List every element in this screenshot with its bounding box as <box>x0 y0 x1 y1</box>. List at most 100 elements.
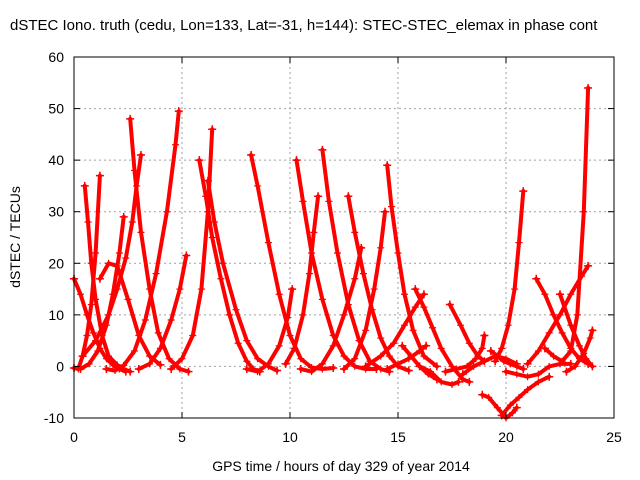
data-point-marker <box>325 197 333 205</box>
data-point-marker <box>254 355 262 363</box>
data-point-marker <box>226 311 234 319</box>
endpoint-marker <box>247 150 256 159</box>
y-tick-label: 50 <box>48 101 64 117</box>
data-point-marker <box>470 362 478 370</box>
y-tick-label: 20 <box>48 255 64 271</box>
data-point-marker <box>377 352 385 360</box>
endpoint-marker <box>318 145 327 154</box>
data-point-marker <box>377 365 385 373</box>
endpoint-marker <box>445 300 454 309</box>
data-point-marker <box>524 386 532 394</box>
endpoint-marker <box>95 171 104 180</box>
data-point-marker <box>176 365 184 373</box>
series-line <box>128 116 191 374</box>
data-point-marker <box>571 362 579 370</box>
endpoint-marker <box>398 341 407 350</box>
series-arc-06 <box>126 114 193 376</box>
endpoint-marker <box>344 192 353 201</box>
y-tick-label: -10 <box>44 410 64 426</box>
endpoint-marker <box>556 290 564 299</box>
y-axis-label: dSTEC / TECUs <box>7 186 23 288</box>
data-point-marker <box>474 352 482 360</box>
data-point-marker <box>264 239 272 247</box>
endpoint-marker <box>512 403 521 412</box>
series-line <box>283 194 321 366</box>
data-point-marker <box>152 270 160 278</box>
data-point-marker <box>178 355 186 363</box>
endpoint-marker <box>404 366 413 375</box>
series-line <box>385 163 439 369</box>
data-point-marker <box>578 272 586 280</box>
endpoint-marker <box>134 365 143 374</box>
data-point-marker <box>500 357 508 365</box>
endpoint-marker <box>329 363 338 372</box>
data-point-marker <box>299 197 307 205</box>
endpoint-marker <box>156 360 165 369</box>
x-tick-label: 20 <box>498 429 514 445</box>
series-arc-12 <box>203 176 282 375</box>
data-point-marker <box>478 344 486 352</box>
data-point-marker <box>545 362 553 370</box>
data-point-marker <box>485 393 493 401</box>
series-arc-10 <box>195 156 264 376</box>
endpoint-marker <box>419 290 428 299</box>
endpoint-marker <box>519 365 528 374</box>
data-point-marker <box>204 208 212 216</box>
series-arc-07 <box>95 259 165 369</box>
endpoint-marker <box>76 365 85 374</box>
data-point-marker <box>189 331 197 339</box>
endpoint-marker <box>273 366 282 375</box>
data-point-marker <box>318 360 326 368</box>
series-arc-08 <box>102 107 183 375</box>
series-line <box>499 374 552 418</box>
data-point-marker <box>176 285 184 293</box>
endpoint-marker <box>411 285 420 294</box>
data-point-marker <box>92 337 100 345</box>
data-point-marker <box>290 344 298 352</box>
endpoint-marker <box>78 352 87 361</box>
data-point-marker <box>416 347 424 355</box>
data-point-marker <box>243 357 251 365</box>
data-point-marker <box>92 249 100 257</box>
y-tick-label: 10 <box>48 307 64 323</box>
data-point-marker <box>254 182 262 190</box>
data-point-marker <box>115 249 123 257</box>
series-line <box>460 354 519 377</box>
endpoint-marker <box>182 251 191 260</box>
data-point-marker <box>208 234 216 241</box>
data-point-marker <box>172 141 180 149</box>
data-point-marker <box>83 331 91 339</box>
endpoint-marker <box>126 114 135 123</box>
endpoint-marker <box>292 156 301 165</box>
data-point-marker <box>351 275 359 283</box>
data-point-marker <box>567 347 575 355</box>
data-point-marker <box>506 360 514 368</box>
data-point-marker <box>89 329 97 337</box>
series-line <box>363 292 426 369</box>
data-point-marker <box>219 259 227 267</box>
data-point-marker <box>154 329 162 337</box>
data-point-marker <box>550 311 558 319</box>
data-point-marker <box>506 401 514 409</box>
series-line <box>542 85 591 364</box>
x-axis-label: GPS time / hours of day 329 of year 2014 <box>212 458 470 474</box>
endpoint-marker <box>383 365 392 374</box>
series-line <box>169 127 215 371</box>
series-line <box>493 189 526 364</box>
data-point-marker <box>232 306 240 314</box>
data-point-marker <box>558 357 566 365</box>
data-point-marker <box>567 290 575 298</box>
data-point-marker <box>128 218 136 226</box>
endpoint-marker <box>432 362 441 371</box>
data-point-marker <box>197 285 205 293</box>
data-point-marker <box>377 334 385 342</box>
y-tick-label: 0 <box>56 358 64 374</box>
data-point-marker <box>457 321 465 329</box>
endpoint-marker <box>454 377 463 386</box>
data-point-marker <box>130 347 138 355</box>
endpoint-marker <box>532 274 541 283</box>
endpoint-marker <box>174 107 183 116</box>
data-point-marker <box>541 290 549 298</box>
data-point-marker <box>511 285 519 293</box>
endpoint-marker <box>119 212 128 221</box>
